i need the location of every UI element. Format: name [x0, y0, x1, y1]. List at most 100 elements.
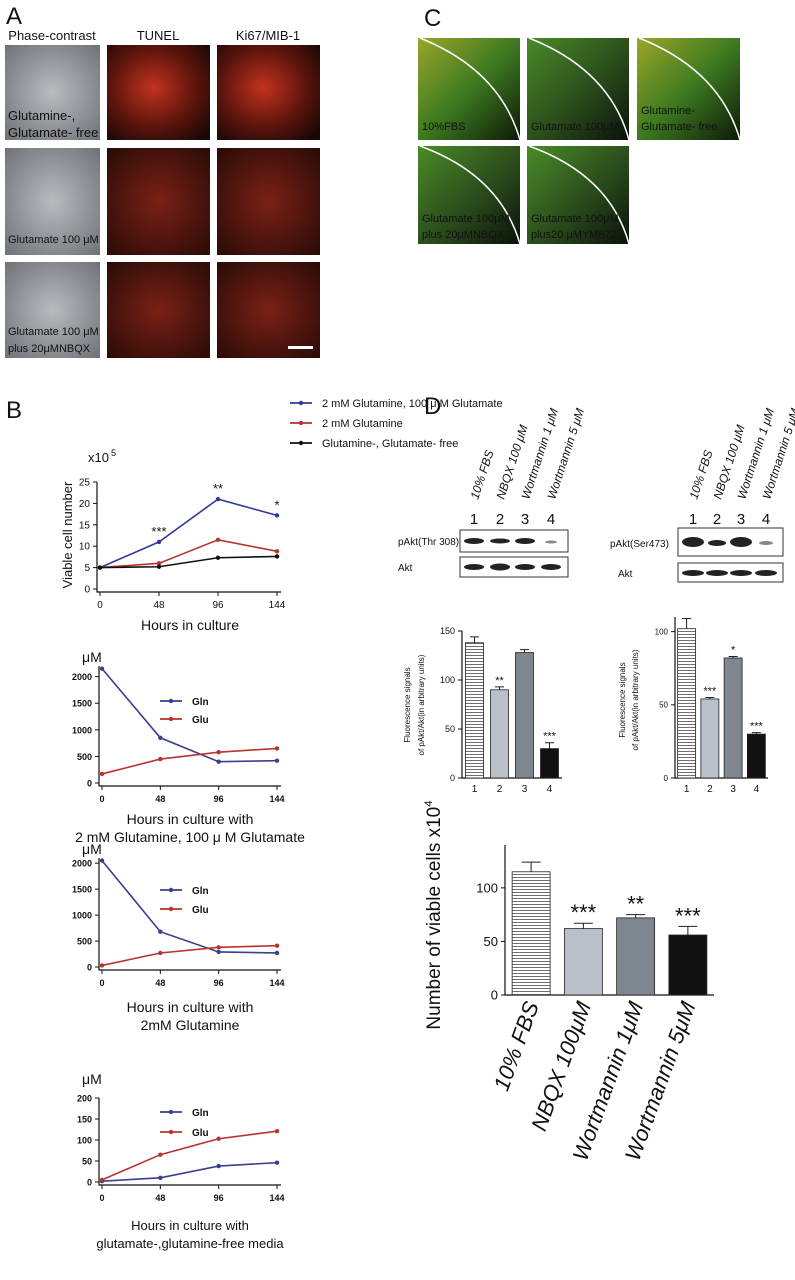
bar: [511, 871, 551, 996]
column-header: Ki67/MIB-1: [236, 28, 300, 43]
blot-label: Akt: [398, 563, 413, 574]
y-unit: μM: [82, 1071, 102, 1087]
lane-number: 1: [689, 511, 697, 528]
y-tick-label: 100: [440, 675, 455, 685]
x-axis-label: 2mM Glutamine: [141, 1017, 240, 1033]
data-point: [97, 565, 103, 570]
bar: [746, 733, 766, 779]
western-blots: [459, 527, 784, 583]
y-tick-label: 200: [77, 1094, 92, 1104]
legend-marker: [168, 906, 174, 912]
axis-line: [96, 482, 281, 593]
y-tick-label: 0: [87, 963, 92, 973]
data-point: [99, 1177, 105, 1183]
y-tick-label: 2000: [72, 859, 92, 869]
y-tick-label: 0: [87, 779, 92, 789]
data-point: [274, 554, 280, 559]
image-label: Glutamate 100μM: [422, 213, 510, 225]
series-line: [101, 1161, 278, 1182]
y-tick-label: 100: [77, 1136, 92, 1146]
y-tick-label: 1500: [72, 699, 92, 709]
data-point: [215, 537, 221, 542]
legend-marker: [298, 400, 304, 406]
significance-mark: ***: [151, 524, 166, 539]
error-bar: [545, 742, 554, 749]
data-point: [99, 963, 105, 968]
image-label: Glutamate 100μM: [531, 121, 619, 133]
data-point: [274, 943, 280, 948]
y-multiplier-exp: 5: [111, 448, 116, 458]
y-tick-label: 0: [664, 774, 669, 783]
axis-line: [98, 666, 281, 787]
y-tick-label: 0: [491, 988, 498, 1003]
y-tick-label: 100: [476, 880, 498, 895]
x-axis-label: glutamate-,glutamine-free media: [96, 1236, 284, 1251]
data-point: [216, 949, 221, 955]
legend-marker: [168, 716, 174, 722]
panel-letter: B: [6, 397, 22, 424]
image-label: plus 20μMNBQX: [422, 229, 505, 241]
legend-label: Gln: [192, 886, 209, 897]
legend-marker: [168, 1109, 174, 1115]
data-point: [216, 759, 221, 764]
data-point: [274, 746, 280, 751]
y-tick-label: 25: [79, 478, 91, 489]
micrographs-c: [418, 37, 741, 245]
error-bar: [470, 636, 479, 643]
x-axis-label: Hours in culture with: [127, 999, 254, 1015]
blot-label: pAkt(Ser473): [610, 539, 669, 550]
error-bar: [626, 914, 646, 918]
error-bar: [573, 922, 593, 929]
row-label: Glutamate 100 μM: [8, 326, 99, 338]
data-point: [158, 950, 163, 956]
data-point: [274, 513, 280, 518]
series-line: [101, 668, 278, 763]
y-axis-label: Fluorescence signals: [403, 667, 412, 742]
y-tick-label: 500: [77, 752, 92, 762]
series-line: [99, 555, 278, 569]
series-line: [101, 1130, 278, 1181]
x-axis-label: Hours in culture with: [131, 1218, 249, 1233]
x-tick-label: 4: [547, 784, 553, 795]
bar: [563, 928, 603, 996]
x-tick-label: 10% FBS: [489, 998, 544, 1094]
data-point: [216, 1136, 221, 1141]
y-tick-label: 0: [87, 1178, 92, 1188]
image-label: Glutamate- free: [641, 121, 717, 133]
data-point: [274, 1128, 280, 1134]
data-point: [158, 929, 163, 934]
error-bar: [705, 697, 715, 699]
significance-mark: **: [495, 675, 504, 687]
significance-mark: ***: [675, 903, 701, 928]
significance-mark: ***: [750, 721, 764, 733]
data-point: [274, 1160, 280, 1165]
x-tick-label: 2: [497, 784, 503, 795]
x-tick-label: 48: [153, 600, 165, 611]
data-point: [99, 666, 105, 671]
micrographs-a: [5, 45, 320, 358]
legend-label: Glu: [192, 715, 209, 726]
y-unit: μM: [82, 649, 102, 665]
x-tick-label: 96: [214, 794, 224, 804]
significance-mark: **: [627, 892, 645, 917]
legend-label: Glutamine-, Glutamate- free: [322, 438, 458, 450]
blot-label: pAkt(Thr 308): [398, 537, 459, 548]
data-point: [216, 749, 221, 755]
y-tick-label: 1000: [72, 725, 92, 735]
lane-number: 3: [521, 511, 529, 528]
bar: [668, 934, 708, 996]
legend-label: Gln: [192, 1108, 209, 1119]
legend-marker: [298, 420, 304, 426]
x-tick-label: 1: [472, 784, 478, 795]
bar: [700, 698, 720, 779]
y-axis-label: Fluorescence signals: [618, 662, 627, 737]
axis-line: [98, 858, 281, 971]
data-point: [216, 1163, 221, 1169]
y-tick-label: 1500: [72, 885, 92, 895]
y-axis-label: Viable cell number: [60, 481, 75, 588]
data-point: [216, 945, 221, 950]
x-tick-label: 96: [214, 978, 224, 988]
y-axis-label-exp: 4: [423, 800, 435, 806]
data-point: [158, 1175, 163, 1181]
